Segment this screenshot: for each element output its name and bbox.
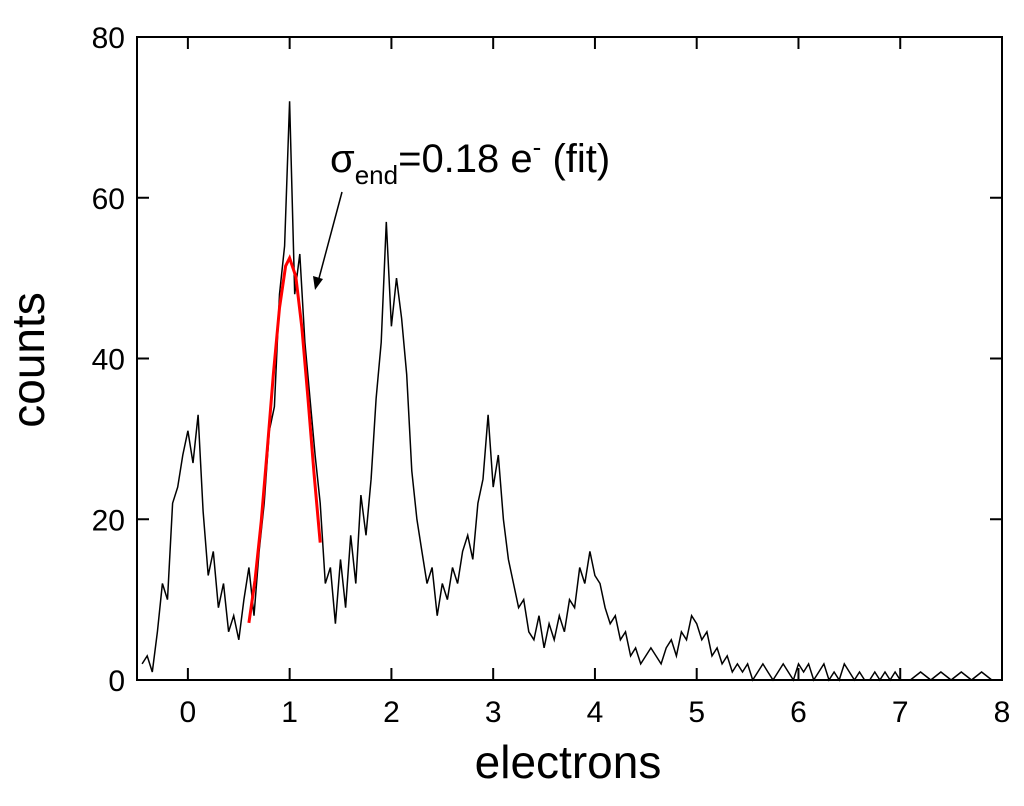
data-line bbox=[141, 101, 993, 682]
y-tick-label: 40 bbox=[92, 344, 125, 377]
x-tick-label: 1 bbox=[281, 696, 298, 729]
x-tick-label: 4 bbox=[587, 696, 604, 729]
arrow-head bbox=[313, 276, 323, 290]
plot-frame bbox=[136, 36, 1003, 681]
fit-line bbox=[247, 254, 322, 624]
y-tick-label: 20 bbox=[92, 504, 125, 537]
x-tick-label: 5 bbox=[688, 696, 705, 729]
y-tick-label: 60 bbox=[92, 183, 125, 216]
annotation-text: =0.18 e bbox=[398, 137, 533, 181]
annotation-tail: (fit) bbox=[541, 137, 610, 181]
annotation-symbol: σ bbox=[330, 137, 355, 181]
x-axis-label: electrons bbox=[475, 736, 662, 788]
annotation-arrow bbox=[317, 191, 343, 283]
annotation-subscript: end bbox=[355, 160, 398, 190]
annotation: σend=0.18 e- (fit) bbox=[330, 132, 610, 190]
x-tick-label: 6 bbox=[790, 696, 807, 729]
y-tick-label: 0 bbox=[108, 665, 125, 698]
annotation-superscript: - bbox=[533, 132, 542, 162]
x-tick-label: 7 bbox=[892, 696, 909, 729]
x-tick-label: 8 bbox=[994, 696, 1011, 729]
x-tick-label: 2 bbox=[383, 696, 400, 729]
x-tick-label: 3 bbox=[485, 696, 502, 729]
x-tick-label: 0 bbox=[180, 696, 197, 729]
y-axis-label: counts bbox=[2, 292, 54, 428]
y-tick-label: 80 bbox=[92, 22, 125, 55]
